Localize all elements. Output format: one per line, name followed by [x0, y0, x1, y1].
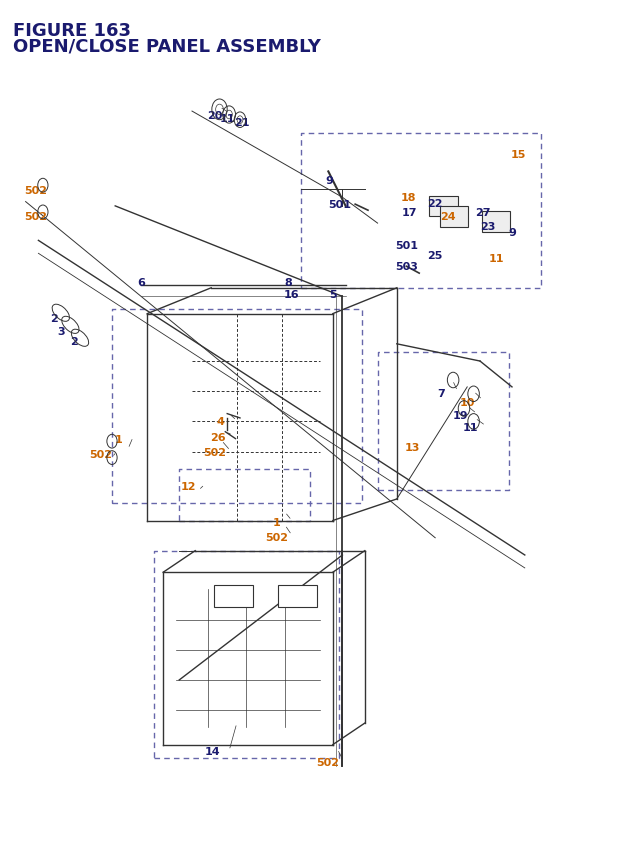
Text: 501: 501 [328, 200, 351, 210]
Text: 27: 27 [476, 208, 491, 218]
Text: 502: 502 [90, 449, 113, 460]
Text: 22: 22 [428, 199, 443, 209]
Text: 502: 502 [203, 448, 226, 458]
Text: 20: 20 [207, 111, 222, 121]
Text: 9: 9 [508, 227, 516, 238]
Bar [278, 585, 317, 607]
Text: 502: 502 [316, 757, 339, 767]
Text: 2: 2 [51, 313, 58, 324]
Text: 11: 11 [220, 114, 235, 124]
Text: 19: 19 [453, 411, 468, 421]
Bar [214, 585, 253, 607]
Text: 21: 21 [234, 118, 250, 128]
Text: 501: 501 [395, 240, 418, 251]
Text: 6: 6 [137, 277, 145, 288]
Text: 11: 11 [463, 423, 478, 433]
Text: OPEN/CLOSE PANEL ASSEMBLY: OPEN/CLOSE PANEL ASSEMBLY [13, 37, 321, 55]
Text: 17: 17 [402, 208, 417, 218]
Text: 15: 15 [511, 150, 526, 160]
Text: 502: 502 [24, 212, 47, 222]
Text: 13: 13 [405, 443, 420, 453]
Text: 5: 5 [329, 289, 337, 300]
Text: 16: 16 [284, 289, 299, 300]
Text: 1: 1 [273, 517, 280, 528]
Bar [482, 212, 510, 232]
Bar [429, 196, 458, 217]
Text: 1: 1 [115, 434, 122, 444]
Text: 14: 14 [205, 746, 220, 756]
Text: FIGURE 163: FIGURE 163 [13, 22, 131, 40]
Text: 23: 23 [480, 221, 495, 232]
Text: 3: 3 [57, 326, 65, 337]
Text: 2: 2 [70, 337, 77, 347]
Text: 25: 25 [428, 251, 443, 261]
Text: 4: 4 [217, 417, 225, 427]
Text: 502: 502 [24, 186, 47, 196]
Text: 502: 502 [265, 532, 288, 542]
Text: 24: 24 [440, 212, 456, 222]
Text: 11: 11 [488, 253, 504, 263]
Text: 18: 18 [401, 193, 416, 203]
Text: 503: 503 [395, 262, 418, 272]
Text: 9: 9 [326, 176, 333, 186]
Text: 8: 8 [284, 277, 292, 288]
Bar [440, 207, 468, 227]
Text: 26: 26 [210, 432, 225, 443]
Text: 12: 12 [181, 481, 196, 492]
Text: 10: 10 [460, 397, 475, 407]
Text: 7: 7 [438, 388, 445, 399]
